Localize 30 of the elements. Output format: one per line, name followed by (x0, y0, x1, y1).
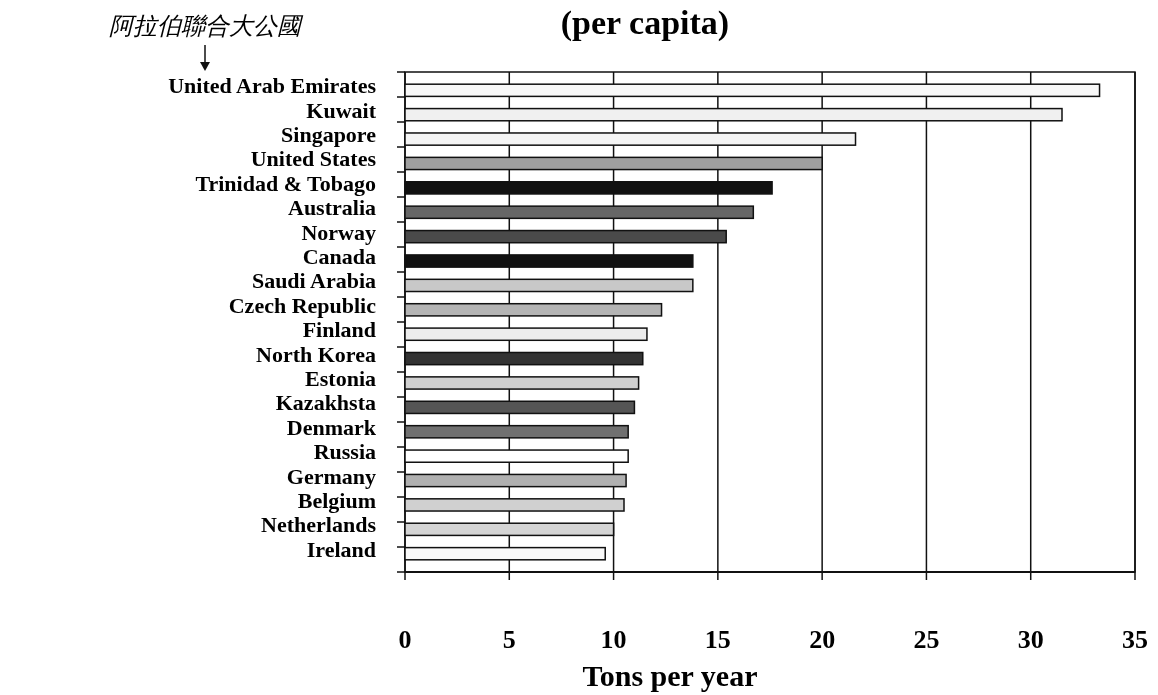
x-tick-label: 35 (1122, 625, 1148, 654)
y-tick-label: Estonia (305, 365, 376, 391)
x-tick-label: 15 (704, 625, 731, 654)
y-tick-label: Australia (288, 195, 376, 221)
y-tick-label: Kazakhsta (275, 390, 376, 416)
y-tick-label: Saudi Arabia (251, 268, 376, 294)
y-tick-label: Russia (313, 439, 376, 465)
y-tick-label: Finland (302, 317, 376, 343)
y-tick-label: Germany (286, 463, 376, 489)
y-tick-label: Kuwait (306, 97, 377, 123)
y-tick-label: Ireland (306, 536, 376, 562)
x-tick-label: 25 (913, 625, 940, 654)
chart-title: (per capita) (560, 4, 730, 42)
y-tick-label: United Arab Emirates (168, 73, 377, 99)
y-tick-label: United States (250, 146, 377, 172)
y-tick-label: Norway (301, 219, 376, 245)
text: 阿拉伯聯合大公國 (109, 12, 304, 40)
x-tick-label: 0 (398, 625, 412, 654)
x-axis-title: Tons per year (582, 659, 758, 692)
x-tick-label: 20 (809, 625, 836, 654)
y-tick-label: Netherlands (261, 512, 377, 538)
x-tick-label: 5 (502, 625, 516, 654)
y-tick-label: Denmark (286, 414, 377, 440)
y-tick-label: Singapore (281, 122, 377, 148)
x-tick-label: 10 (600, 625, 627, 654)
x-tick-label: 30 (1017, 625, 1044, 654)
y-tick-label: Czech Republic (228, 292, 377, 318)
y-tick-label: North Korea (256, 341, 376, 367)
y-tick-label: Trinidad & Tobago (195, 170, 376, 196)
y-tick-label: Canada (302, 244, 376, 270)
